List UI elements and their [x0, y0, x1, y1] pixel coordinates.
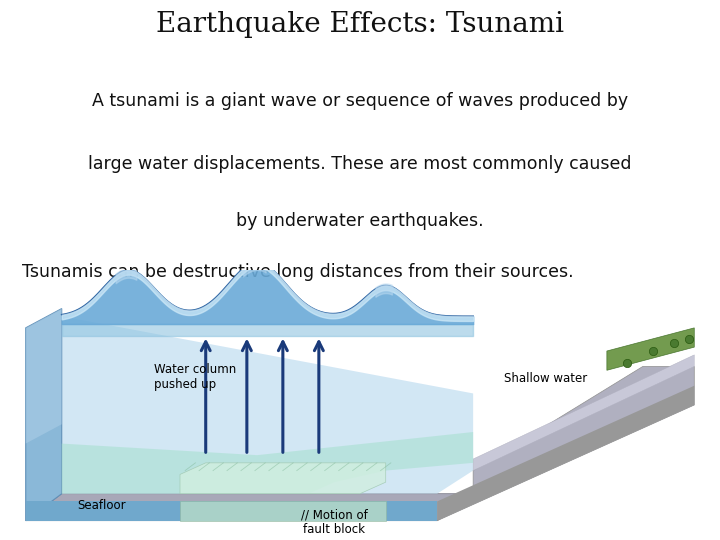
Polygon shape	[607, 328, 694, 370]
Polygon shape	[473, 355, 694, 470]
Polygon shape	[26, 494, 473, 521]
Text: Water column
pushed up: Water column pushed up	[154, 362, 237, 390]
Text: large water displacements. These are most commonly caused: large water displacements. These are mos…	[89, 154, 631, 173]
Text: // Motion of
fault block: // Motion of fault block	[301, 508, 368, 536]
Polygon shape	[437, 386, 694, 521]
Text: A tsunami is a giant wave or sequence of waves produced by: A tsunami is a giant wave or sequence of…	[92, 92, 628, 110]
Polygon shape	[180, 502, 386, 521]
Polygon shape	[62, 316, 473, 494]
Polygon shape	[62, 432, 473, 494]
Text: by underwater earthquakes.: by underwater earthquakes.	[236, 212, 484, 230]
Text: Earthquake Effects: Tsunami: Earthquake Effects: Tsunami	[156, 11, 564, 38]
Text: Shallow water: Shallow water	[504, 372, 588, 384]
Polygon shape	[437, 367, 694, 521]
Text: Tsunamis can be destructive long distances from their sources.: Tsunamis can be destructive long distanc…	[22, 264, 573, 281]
Text: Seafloor: Seafloor	[77, 499, 126, 512]
Polygon shape	[26, 502, 437, 521]
Polygon shape	[26, 308, 62, 521]
Polygon shape	[180, 463, 386, 494]
Polygon shape	[26, 308, 62, 443]
